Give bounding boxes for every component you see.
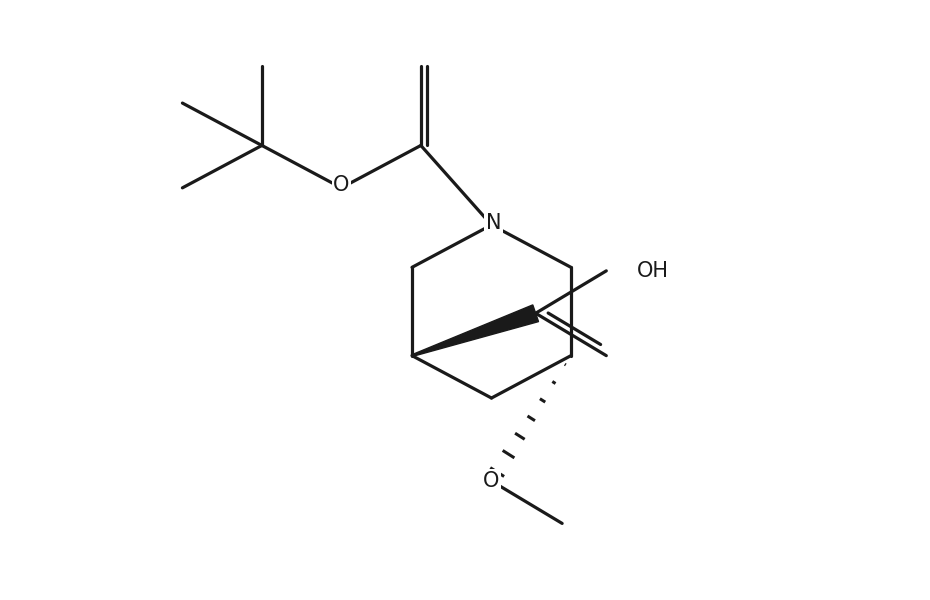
Text: N: N xyxy=(485,213,501,233)
Text: OH: OH xyxy=(637,261,670,281)
Text: O: O xyxy=(333,175,350,195)
Polygon shape xyxy=(412,305,538,356)
Text: O: O xyxy=(484,471,499,491)
